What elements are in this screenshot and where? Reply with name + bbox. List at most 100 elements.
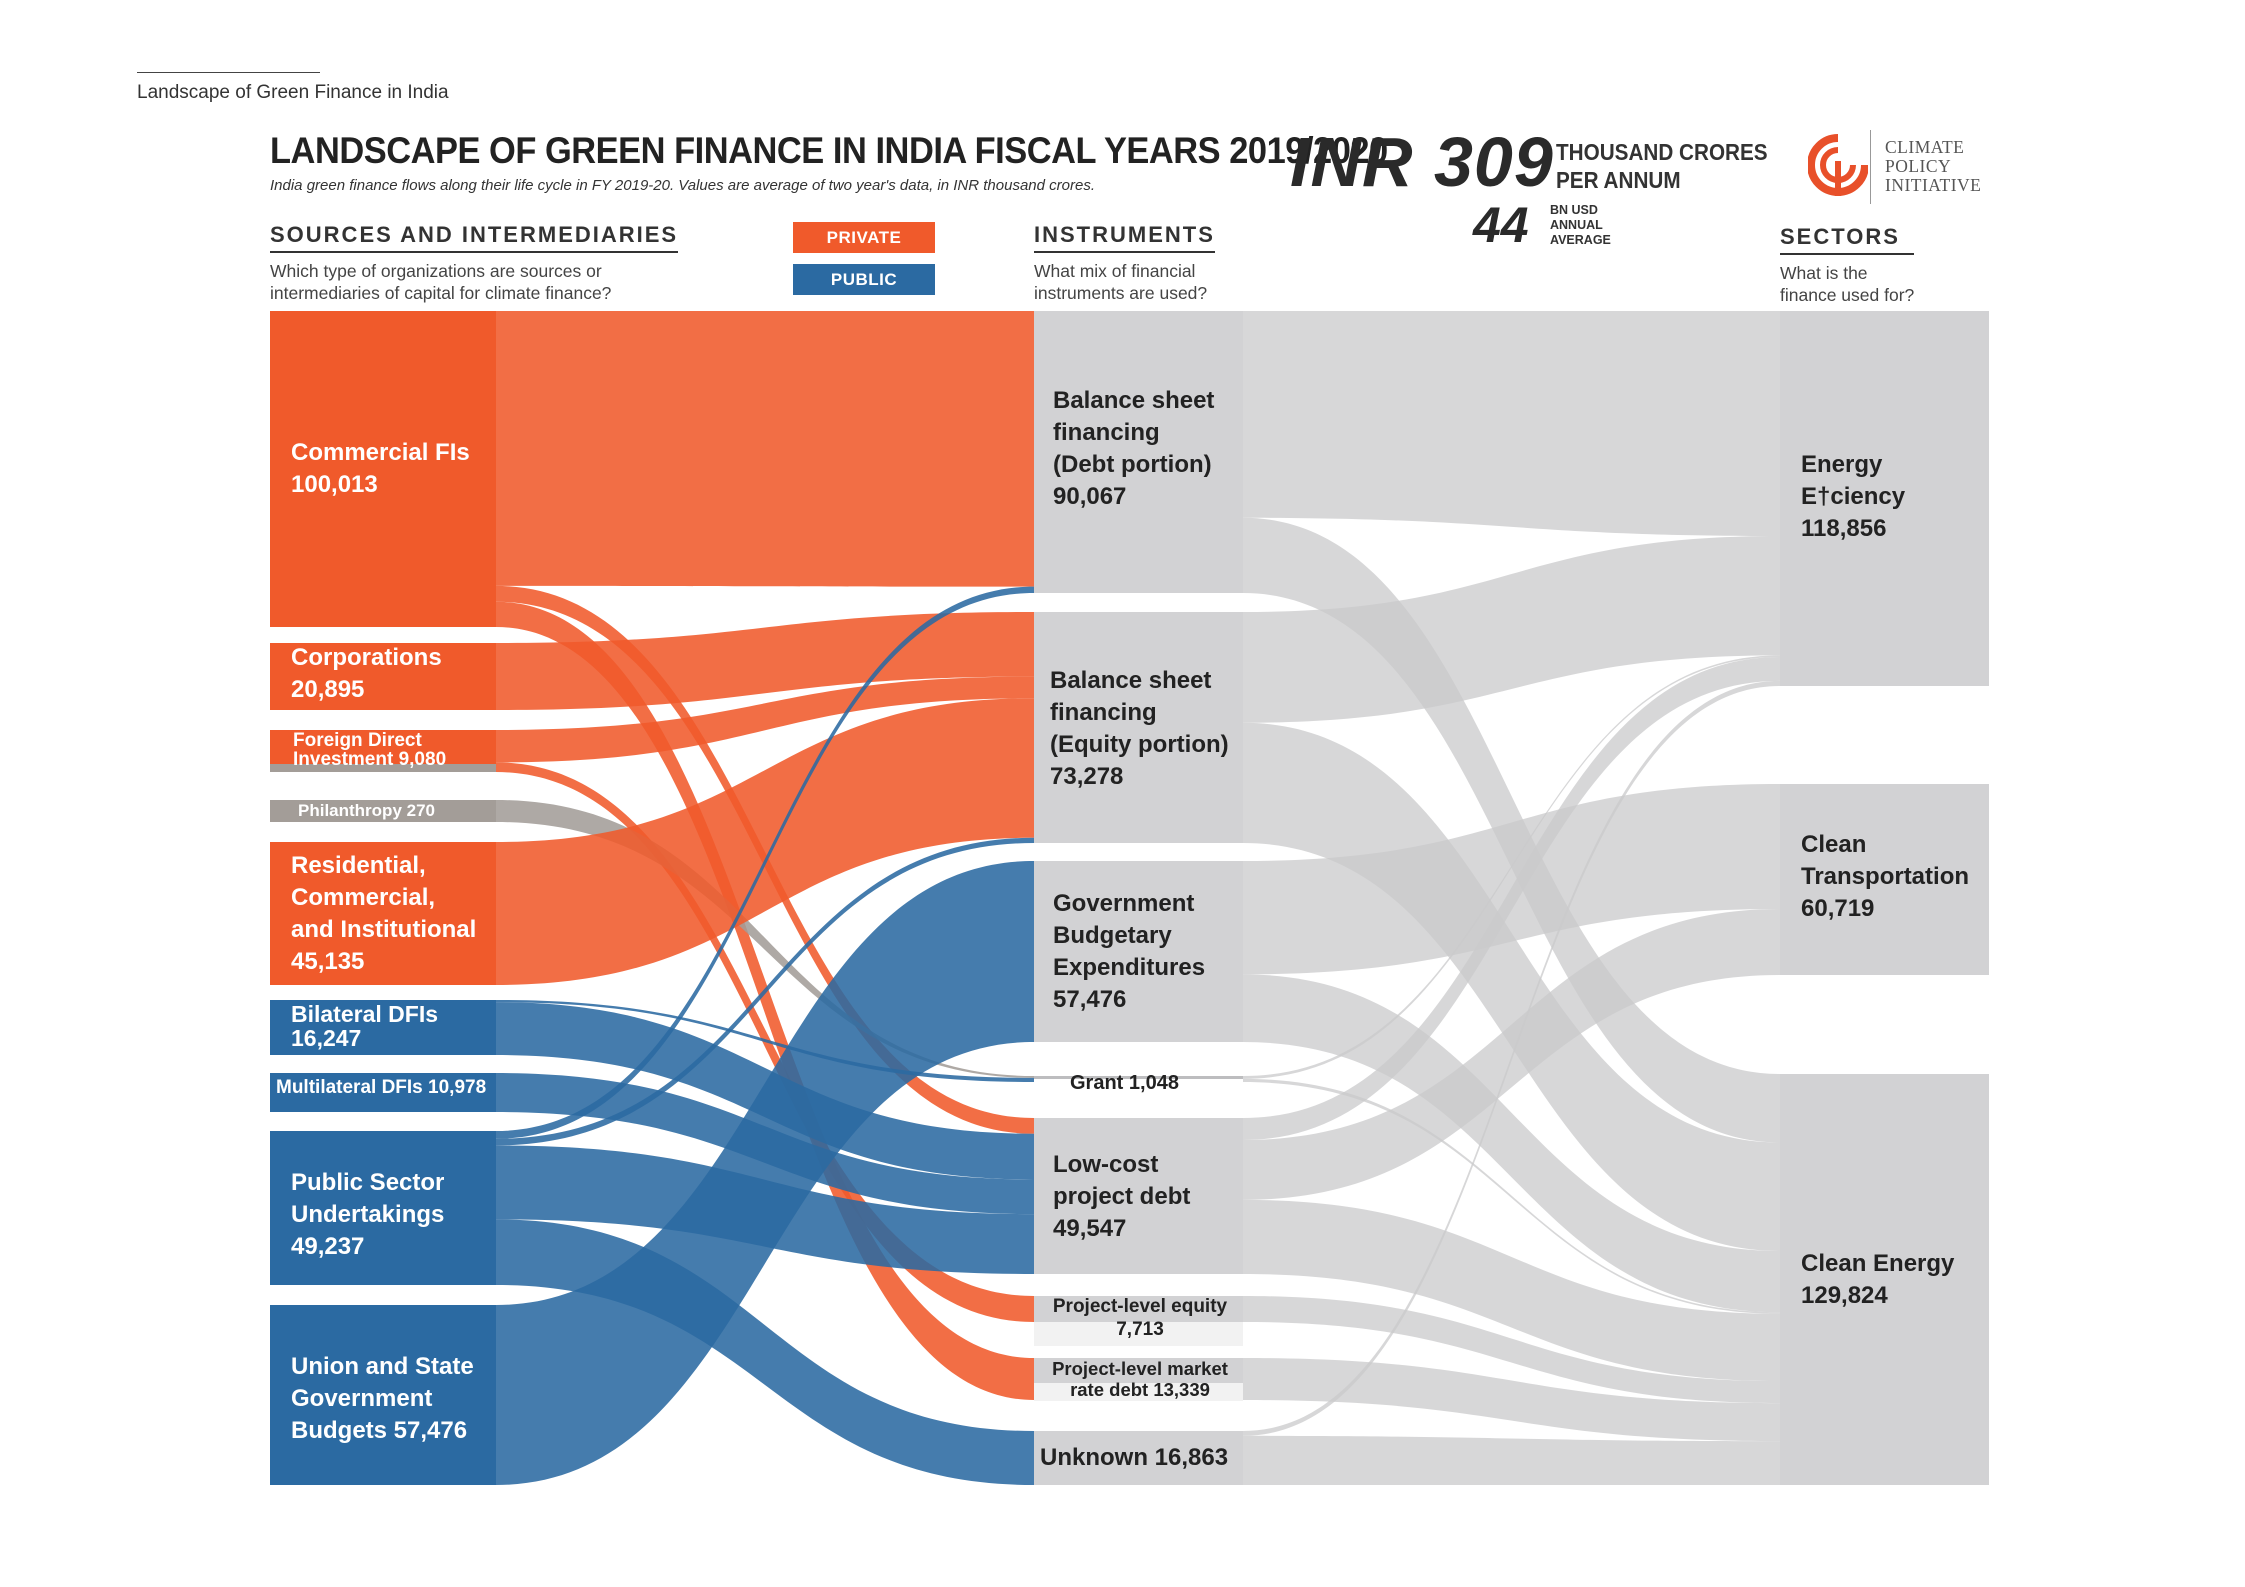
- label-commercial_fis: Commercial FIs 100,013: [291, 437, 501, 501]
- label-proj_equity: Project-level equity 7,713: [1040, 1295, 1240, 1341]
- label-residential-line4: 45,135: [291, 948, 365, 975]
- label-psu-line2: Undertakings: [291, 1201, 445, 1228]
- label-bs_debt-line1: Balance sheet: [1053, 387, 1215, 414]
- label-gov_budget-line4: 57,476: [1053, 986, 1127, 1013]
- node-bilateral: [270, 1000, 496, 1055]
- flow-right-unknown-to-energy_efficiency: [1243, 680, 1780, 1436]
- instruments-title: INSTRUMENTS: [1034, 222, 1215, 253]
- flow-left-bilateral-to-grant: [496, 1000, 1034, 1082]
- label-corporations: Corporations 20,895: [291, 642, 501, 706]
- flow-left-residential-to-bs_equity: [496, 698, 1034, 985]
- flow-left-commercial_fis-to-bs_debt: [496, 311, 1034, 587]
- label-multilateral: Multilateral DFIs 10,978: [276, 1076, 526, 1100]
- logo-text: CLIMATE POLICY INITIATIVE: [1885, 138, 1981, 195]
- node-budgets: [270, 1305, 496, 1485]
- node-grant: [1034, 1076, 1243, 1079]
- label-bs_equity-line4: 73,278: [1050, 763, 1124, 790]
- node-energy_efficiency: [1780, 311, 1989, 686]
- label-fdi: Foreign Direct Investment 9,080: [293, 731, 503, 769]
- flow-right-gov_budget-to-clean_transport: [1243, 784, 1780, 975]
- flow-left-corporations-to-bs_equity: [496, 612, 1034, 710]
- label-clean_energy-line2: 129,824: [1801, 1282, 1888, 1309]
- node-gov_budget: [1034, 861, 1243, 1042]
- flow-right-lowcost-to-clean_transport: [1243, 909, 1780, 1200]
- flow-right-proj_market-to-clean_energy: [1243, 1358, 1780, 1442]
- label-gov_budget-line2: Budgetary: [1053, 922, 1172, 949]
- label-clean_transport: Clean Transportation 60,719: [1801, 829, 2001, 925]
- flow-left-commercial_fis-to-proj_market: [496, 601, 1034, 1400]
- label-proj_equity-line1: Project-level equity: [1052, 1296, 1228, 1317]
- node-proj_market-label-bg: [1034, 1383, 1243, 1401]
- label-budgets-line1: Union and State: [291, 1353, 474, 1380]
- label-psu: Public Sector Undertakings 49,237: [291, 1167, 501, 1263]
- top-rule: [137, 72, 320, 73]
- label-multilateral-line1: Multilateral DFIs 10,978: [276, 1077, 487, 1098]
- label-energy_efficiency-line2: E†ciency: [1801, 483, 1906, 510]
- instruments-question-line1: What mix of financial: [1034, 261, 1196, 281]
- node-fdi: [270, 730, 496, 764]
- sources-question-line1: Which type of organizations are sources …: [270, 261, 602, 281]
- label-gov_budget-line1: Government: [1053, 890, 1195, 917]
- flow-left-philanthropy-to-grant: [496, 800, 1034, 1078]
- label-residential-line2: Commercial,: [291, 884, 436, 911]
- logo-line3: INITIATIVE: [1885, 175, 1982, 195]
- usd-amount: 44: [1473, 197, 1529, 253]
- label-philanthropy-line1: Philanthropy 270: [298, 801, 435, 820]
- label-fdi-line2: Investment 9,080: [293, 749, 447, 770]
- usd-unit-line3: AVERAGE: [1550, 233, 1611, 247]
- legend-private: PRIVATE: [793, 222, 935, 253]
- label-lowcost-line3: 49,547: [1053, 1215, 1127, 1242]
- flow-left-psu-to-bs_debt: [496, 586, 1034, 1139]
- sectors-title: SECTORS: [1780, 224, 1915, 255]
- label-energy_efficiency-line3: 118,856: [1801, 515, 1887, 542]
- label-clean_transport-line2: Transportation: [1801, 863, 1970, 890]
- legend-public: PUBLIC: [793, 264, 935, 295]
- cpi-logo-icon: [1808, 134, 1868, 196]
- instruments-question: What mix of financial instruments are us…: [1034, 260, 1215, 304]
- sectors-section-header: SECTORS What is the finance used for?: [1780, 224, 1915, 306]
- label-corporations-line2: 20,895: [291, 676, 365, 703]
- node-clean_energy: [1780, 1074, 1989, 1485]
- label-bs_equity: Balance sheet financing (Equity portion) 73…: [1050, 665, 1250, 793]
- label-clean_transport-line3: 60,719: [1801, 895, 1875, 922]
- label-grant: Grant 1,048: [1070, 1072, 1220, 1094]
- node-fdi-base: [270, 764, 496, 772]
- usd-unit: BN USD ANNUAL AVERAGE: [1550, 203, 1611, 248]
- node-clean_transport: [1780, 784, 1989, 975]
- node-philanthropy: [270, 800, 496, 822]
- flow-left-fdi-to-proj_equity: [496, 762, 1034, 1322]
- total-unit-line2: PER ANNUM: [1556, 167, 1681, 193]
- label-budgets-line2: Government: [291, 1385, 433, 1412]
- logo-divider: [1870, 130, 1871, 204]
- total-amount: INR 309: [1290, 123, 1554, 201]
- label-bs_equity-line3: (Equity portion): [1050, 731, 1229, 758]
- total-unit: THOUSAND CRORES PER ANNUM: [1556, 138, 1768, 194]
- usd-unit-line1: BN USD: [1550, 203, 1598, 217]
- flow-right-grant-to-clean_energy: [1243, 1078, 1780, 1314]
- label-psu-line3: 49,237: [291, 1233, 365, 1260]
- flow-right-unknown-to-clean_energy: [1243, 1435, 1780, 1485]
- node-residential: [270, 842, 496, 985]
- label-unknown-line1: Unknown 16,863: [1040, 1444, 1229, 1471]
- label-energy_efficiency-line1: Energy: [1801, 451, 1883, 478]
- label-lowcost: Low-cost project debt 49,547: [1053, 1149, 1253, 1245]
- label-budgets-line3: Budgets 57,476: [291, 1417, 468, 1444]
- label-proj_market: Project-level market rate debt 13,339: [1040, 1358, 1240, 1400]
- node-multilateral: [270, 1073, 496, 1112]
- instruments-section-header: INSTRUMENTS What mix of financial instru…: [1034, 222, 1215, 304]
- node-bs_debt: [1034, 311, 1243, 593]
- label-philanthropy: Philanthropy 270: [298, 800, 508, 822]
- label-commercial_fis-line2: 100,013: [291, 471, 378, 498]
- label-bilateral: Bilateral DFIs 16,247: [291, 1002, 501, 1050]
- flow-right-gov_budget-to-clean_energy: [1243, 974, 1780, 1313]
- flow-right-proj_equity-to-clean_energy: [1243, 1296, 1780, 1404]
- label-lowcost-line1: Low-cost: [1053, 1151, 1159, 1178]
- node-proj_equity-label-bg: [1034, 1322, 1243, 1346]
- label-gov_budget: Government Budgetary Expenditures 57,476: [1053, 888, 1253, 1016]
- label-budgets: Union and State Government Budgets 57,476: [291, 1351, 501, 1447]
- node-proj_equity: [1034, 1296, 1243, 1322]
- flow-right-bs_equity-to-energy_efficiency: [1243, 536, 1780, 723]
- label-bilateral-line2: 16,247: [291, 1025, 362, 1051]
- label-clean_energy-line1: Clean Energy: [1801, 1250, 1955, 1277]
